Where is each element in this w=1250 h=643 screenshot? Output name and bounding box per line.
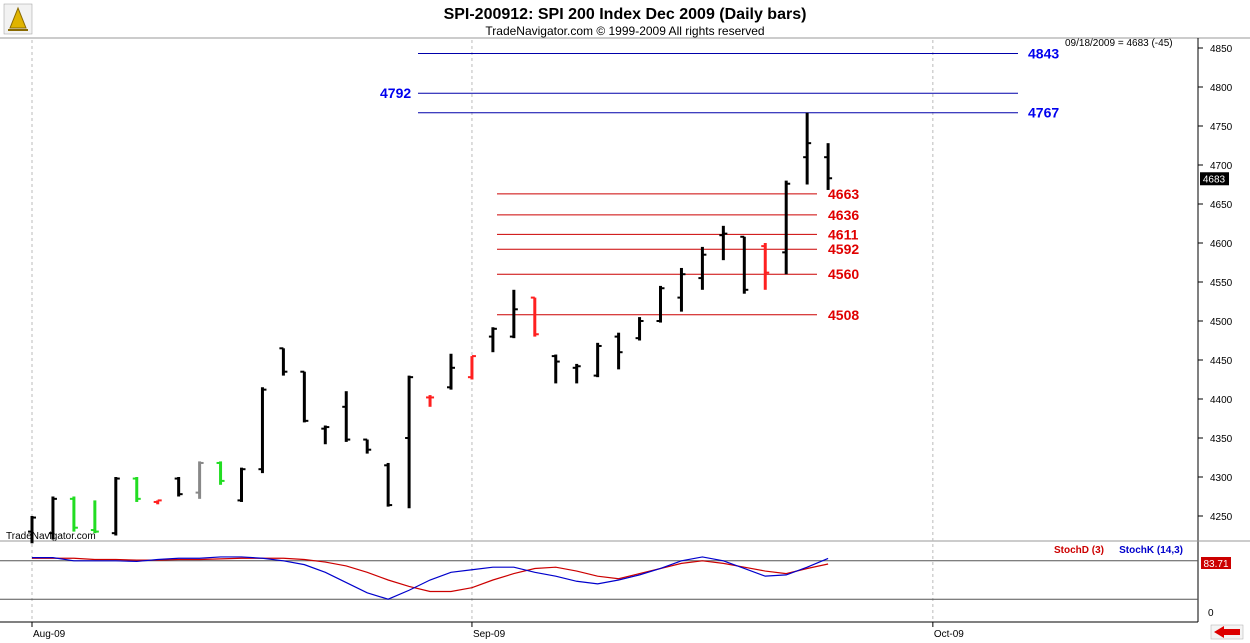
ohlc-bar-14 — [321, 425, 330, 445]
ohlc-bar-0 — [28, 516, 36, 544]
trade-navigator-logo[interactable] — [3, 3, 33, 35]
watermark: TradeNavigator.com — [6, 531, 96, 542]
stoch-zero-label: 0 — [1208, 608, 1214, 619]
ohlc-bar-33 — [719, 225, 728, 261]
ohlc-bar-31 — [677, 267, 686, 312]
y-tick-label-12: 4850 — [1210, 44, 1233, 55]
ohlc-bar-21 — [467, 355, 476, 380]
ohlc-bar-6 — [153, 499, 162, 505]
chart-title: SPI-200912: SPI 200 Index Dec 2009 (Dail… — [444, 6, 807, 23]
x-tick-label-0: Aug-09 — [33, 629, 66, 640]
ohlc-bar-10 — [237, 467, 246, 502]
ohlc-bar-15 — [342, 391, 351, 442]
stoch-d-line — [32, 557, 829, 593]
blue-level-label-1: 4792 — [380, 85, 411, 101]
ohlc-bar-12 — [279, 347, 288, 376]
ohlc-bar-2 — [69, 496, 78, 532]
y-tick-label-7: 4600 — [1210, 239, 1233, 250]
ohlc-bar-22 — [488, 327, 497, 353]
red-level-label-5: 4508 — [828, 307, 859, 323]
y-tick-label-9: 4700 — [1210, 161, 1233, 172]
ohlc-bar-11 — [258, 387, 267, 474]
ohlc-bar-38 — [824, 143, 833, 190]
y-tick-label-1: 4300 — [1210, 473, 1233, 484]
ohlc-bar-13 — [300, 370, 309, 423]
ohlc-bar-8 — [195, 461, 204, 499]
chart-subtitle: TradeNavigator.com © 1999-2009 All right… — [485, 24, 764, 38]
ohlc-bar-20 — [447, 353, 455, 390]
ohlc-bar-18 — [405, 375, 414, 509]
ohlc-bar-1 — [48, 496, 57, 540]
y-tick-label-4: 4450 — [1210, 356, 1233, 367]
y-tick-label-5: 4500 — [1210, 317, 1233, 328]
ohlc-bars — [28, 112, 833, 544]
date-readout: 09/18/2009 = 4683 (-45) — [1065, 38, 1173, 49]
ohlc-bar-9 — [216, 461, 225, 485]
blue-level-label-2: 4767 — [1028, 105, 1059, 121]
ohlc-bar-32 — [698, 246, 707, 290]
stoch-value-box — [1201, 557, 1231, 569]
stoch-k-legend: StochK (14,3) — [1119, 545, 1183, 556]
last-price-label: 4683 — [1203, 174, 1226, 185]
stoch-k-line — [32, 556, 829, 600]
ohlc-bar-5 — [132, 477, 141, 502]
red-level-label-1: 4636 — [828, 207, 859, 223]
ohlc-bar-19 — [426, 395, 435, 407]
ohlc-bar-17 — [384, 462, 393, 507]
x-tick-label-1: Sep-09 — [473, 629, 506, 640]
ohlc-bar-24 — [530, 296, 539, 337]
ohlc-bar-36 — [782, 180, 791, 275]
red-level-label-2: 4611 — [828, 226, 859, 242]
scroll-left-arrow-icon[interactable] — [1210, 624, 1244, 640]
ohlc-bar-30 — [656, 285, 665, 323]
ohlc-bar-35 — [761, 243, 770, 290]
ohlc-bar-25 — [551, 354, 560, 384]
time-axis: Aug-09 Sep-09 Oct-09 — [31, 622, 964, 640]
ohlc-bar-3 — [90, 500, 99, 534]
ohlc-bar-37 — [803, 112, 812, 185]
last-price-box — [1200, 172, 1229, 186]
ohlc-bar-27 — [593, 342, 602, 378]
red-level-label-4: 4560 — [828, 266, 859, 282]
blue-level-label-0: 4843 — [1028, 45, 1059, 61]
y-tick-label-2: 4350 — [1210, 434, 1233, 445]
ohlc-bar-7 — [174, 477, 183, 497]
grid — [0, 40, 1198, 622]
ohlc-bar-28 — [614, 332, 623, 370]
ohlc-bar-26 — [572, 363, 581, 384]
red-level-label-0: 4663 — [828, 186, 859, 202]
y-tick-label-3: 4400 — [1210, 395, 1233, 406]
stoch-d-legend: StochD (3) — [1054, 545, 1104, 556]
x-tick-label-2: Oct-09 — [934, 629, 964, 640]
ohlc-bar-4 — [111, 477, 120, 536]
y-tick-label-8: 4650 — [1210, 200, 1233, 211]
ohlc-bar-34 — [740, 235, 749, 294]
ohlc-bar-16 — [363, 438, 372, 454]
stochastic-lines — [32, 556, 829, 600]
y-tick-label-0: 4250 — [1210, 512, 1233, 523]
price-axis: 4250 4300 4350 4400 4450 4500 4550 4600 4650 4700… — [1198, 44, 1233, 523]
ohlc-bar-23 — [509, 289, 518, 339]
y-tick-label-6: 4550 — [1210, 278, 1233, 289]
stoch-value-label: 83.71 — [1203, 559, 1228, 570]
y-tick-label-11: 4800 — [1210, 83, 1233, 94]
y-tick-label-10: 4750 — [1210, 122, 1233, 133]
red-level-label-3: 4592 — [828, 241, 859, 257]
ohlc-bar-29 — [635, 317, 644, 341]
